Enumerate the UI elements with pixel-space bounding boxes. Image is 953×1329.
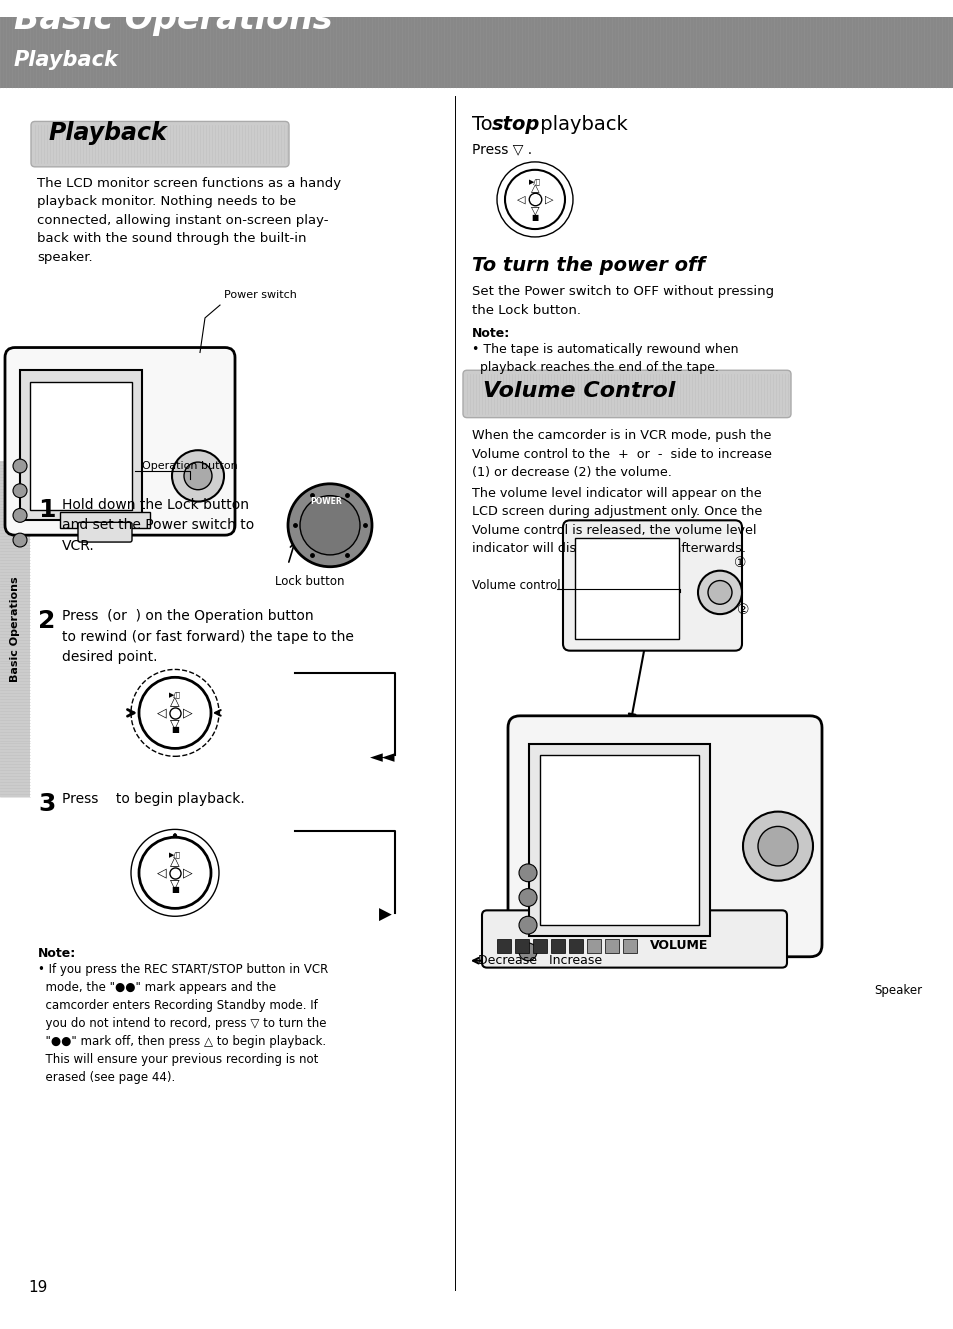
Text: playback: playback	[534, 116, 627, 134]
Circle shape	[288, 484, 372, 566]
Circle shape	[13, 484, 27, 497]
Text: Note:: Note:	[472, 327, 510, 340]
Text: Volume Control: Volume Control	[482, 381, 675, 401]
Text: • The tape is automatically rewound when
  playback reaches the end of the tape.: • The tape is automatically rewound when…	[472, 343, 738, 373]
Text: ▶: ▶	[378, 906, 391, 924]
Text: The volume level indicator will appear on the
LCD screen during adjustment only.: The volume level indicator will appear o…	[472, 486, 761, 556]
FancyBboxPatch shape	[515, 940, 529, 953]
FancyBboxPatch shape	[20, 371, 142, 521]
Text: Basic Operations: Basic Operations	[14, 3, 333, 36]
Text: Basic Operations: Basic Operations	[10, 577, 20, 682]
FancyBboxPatch shape	[622, 940, 637, 953]
Text: ①: ①	[733, 556, 745, 570]
Circle shape	[184, 462, 212, 489]
Text: Press    to begin playback.: Press to begin playback.	[62, 792, 245, 805]
FancyBboxPatch shape	[481, 910, 786, 968]
FancyBboxPatch shape	[30, 121, 289, 167]
Text: ②: ②	[736, 603, 748, 617]
Text: Press ▽ .: Press ▽ .	[472, 142, 532, 157]
FancyBboxPatch shape	[533, 940, 546, 953]
Text: ■: ■	[171, 726, 179, 734]
Circle shape	[504, 170, 564, 229]
Text: Hold down the Lock button
and set the Power switch to
VCR.: Hold down the Lock button and set the Po…	[62, 497, 254, 553]
FancyBboxPatch shape	[0, 17, 953, 88]
FancyBboxPatch shape	[575, 538, 679, 639]
Text: Lock button: Lock button	[275, 574, 344, 587]
Text: 3: 3	[38, 792, 55, 816]
FancyBboxPatch shape	[562, 521, 741, 651]
Text: ◁: ◁	[157, 707, 167, 719]
Circle shape	[758, 827, 797, 867]
Text: ◁: ◁	[517, 194, 525, 205]
Text: △: △	[170, 856, 179, 868]
Text: When the camcorder is in VCR mode, push the
Volume control to the  +  or  -  sid: When the camcorder is in VCR mode, push …	[472, 429, 771, 480]
Text: 1: 1	[38, 497, 55, 521]
Text: ▷: ▷	[183, 707, 193, 719]
FancyBboxPatch shape	[568, 940, 582, 953]
Text: Decrease   Increase: Decrease Increase	[477, 954, 601, 968]
FancyBboxPatch shape	[539, 755, 699, 925]
Text: Playback: Playback	[48, 121, 167, 145]
FancyBboxPatch shape	[586, 940, 600, 953]
Circle shape	[13, 533, 27, 548]
Text: stop: stop	[492, 116, 539, 134]
Text: Playback: Playback	[14, 51, 119, 70]
Text: ◁: ◁	[157, 867, 167, 880]
Circle shape	[518, 889, 537, 906]
Circle shape	[518, 944, 537, 961]
Text: ▽: ▽	[170, 718, 179, 731]
Text: VOLUME: VOLUME	[649, 940, 708, 953]
Text: Speaker: Speaker	[873, 985, 922, 997]
Circle shape	[172, 451, 224, 501]
Circle shape	[518, 916, 537, 934]
FancyBboxPatch shape	[497, 940, 511, 953]
Text: ▶/⏸: ▶/⏸	[529, 178, 540, 185]
Text: POWER: POWER	[310, 497, 341, 505]
Text: ▷: ▷	[544, 194, 553, 205]
FancyBboxPatch shape	[462, 371, 790, 417]
Text: 19: 19	[28, 1280, 48, 1294]
FancyBboxPatch shape	[30, 383, 132, 510]
FancyBboxPatch shape	[5, 348, 234, 536]
Circle shape	[518, 864, 537, 881]
Text: To turn the power off: To turn the power off	[472, 255, 704, 275]
Text: 2: 2	[38, 609, 55, 633]
Circle shape	[299, 496, 359, 556]
Text: ▶/⏸: ▶/⏸	[169, 692, 181, 699]
FancyBboxPatch shape	[551, 940, 564, 953]
FancyBboxPatch shape	[60, 513, 150, 528]
Circle shape	[698, 570, 741, 614]
Text: Volume control: Volume control	[472, 579, 560, 593]
FancyBboxPatch shape	[507, 716, 821, 957]
Text: ◄◄: ◄◄	[370, 748, 395, 767]
Text: The LCD monitor screen functions as a handy
playback monitor. Nothing needs to b: The LCD monitor screen functions as a ha…	[37, 177, 341, 263]
Text: ■: ■	[171, 885, 179, 894]
Text: ▶/⏸: ▶/⏸	[169, 852, 181, 859]
FancyBboxPatch shape	[78, 522, 132, 542]
Text: To: To	[472, 116, 498, 134]
Circle shape	[13, 459, 27, 473]
Text: Power switch: Power switch	[223, 290, 296, 300]
Text: Press  (or  ) on the Operation button
to rewind (or fast forward) the tape to th: Press (or ) on the Operation button to r…	[62, 609, 354, 664]
Circle shape	[139, 678, 211, 748]
Circle shape	[707, 581, 731, 605]
Text: △: △	[170, 695, 179, 708]
Text: ▷: ▷	[183, 867, 193, 880]
Text: ■: ■	[531, 213, 538, 222]
Circle shape	[13, 509, 27, 522]
Text: Set the Power switch to OFF without pressing
the Lock button.: Set the Power switch to OFF without pres…	[472, 286, 773, 316]
FancyBboxPatch shape	[0, 461, 30, 797]
Text: Note:: Note:	[38, 946, 76, 960]
FancyBboxPatch shape	[604, 940, 618, 953]
Text: ▽: ▽	[530, 205, 538, 215]
Text: Operation button: Operation button	[142, 461, 237, 470]
Text: ▽: ▽	[170, 878, 179, 892]
FancyBboxPatch shape	[529, 744, 709, 936]
Circle shape	[742, 812, 812, 881]
Circle shape	[139, 837, 211, 909]
Text: △: △	[530, 183, 538, 194]
Text: • If you press the REC START/STOP button in VCR
  mode, the "●●" mark appears an: • If you press the REC START/STOP button…	[38, 962, 328, 1083]
